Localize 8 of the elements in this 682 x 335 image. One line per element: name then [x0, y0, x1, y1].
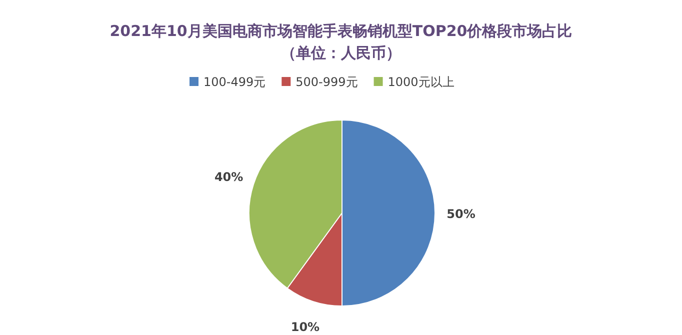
chart-subtitle: （单位：人民币） — [281, 44, 401, 62]
legend-label: 100-499元 — [204, 75, 266, 89]
data-label: 40% — [214, 170, 244, 184]
chart-title: 2021年10月美国电商市场智能手表畅销机型TOP20价格段市场占比 — [110, 22, 572, 40]
data-label: 50% — [446, 207, 476, 221]
legend-label: 500-999元 — [296, 75, 358, 89]
legend-label: 1000元以上 — [388, 75, 454, 89]
data-label: 10% — [290, 320, 320, 334]
